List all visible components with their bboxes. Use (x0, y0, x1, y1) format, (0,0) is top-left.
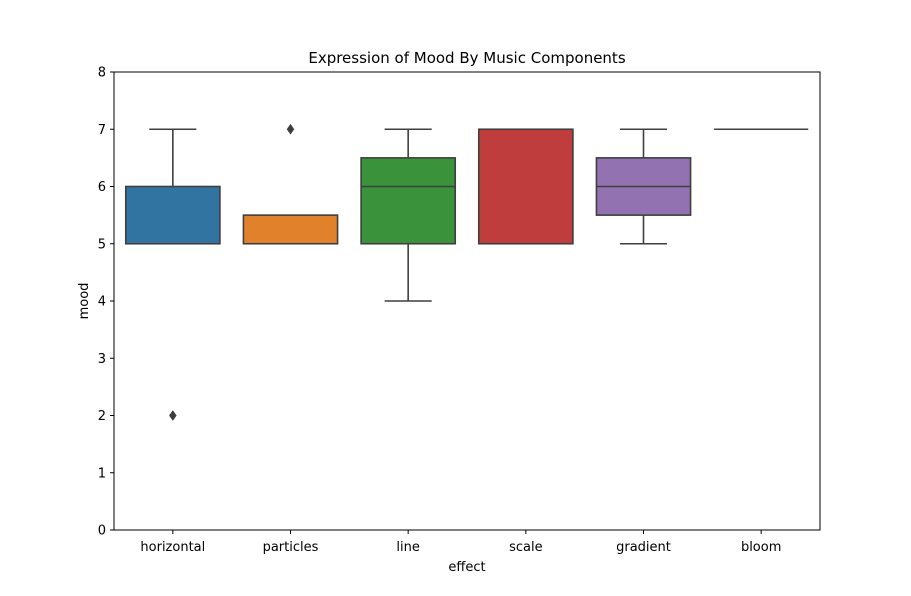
x-tick-label-scale: scale (509, 540, 543, 555)
y-tick-label: 6 (98, 180, 106, 195)
box-group-line (360, 128, 457, 302)
y-tick-label: 0 (98, 524, 106, 539)
y-axis-label: mood (77, 283, 92, 320)
x-tick-label-particles: particles (263, 540, 319, 555)
x-tick-label-bloom: bloom (741, 540, 781, 555)
y-tick-label: 3 (98, 352, 106, 367)
box-group-scale (477, 128, 574, 245)
y-tick-label: 7 (98, 123, 106, 138)
y-tick-label: 4 (98, 295, 106, 310)
box-body (360, 157, 457, 245)
outlier-point (286, 123, 295, 135)
box-body (477, 128, 574, 245)
x-tick-label-gradient: gradient (616, 540, 671, 555)
y-axis: 0 1 2 3 4 5 6 7 8 (98, 66, 114, 539)
plot-area (124, 123, 809, 421)
chart-title: Expression of Mood By Music Components (308, 49, 625, 67)
outlier-point (169, 410, 177, 421)
y-tick-label: 5 (98, 237, 106, 252)
box-body (124, 185, 221, 245)
box-group-gradient (595, 128, 692, 245)
x-axis-label: effect (448, 560, 485, 575)
y-tick-label: 8 (98, 66, 106, 81)
box-body (242, 214, 339, 245)
axes-frame (113, 71, 821, 531)
y-tick-label: 1 (98, 466, 106, 481)
x-tick-label-line: line (396, 540, 419, 555)
x-tick-label-horizontal: horizontal (140, 540, 205, 555)
y-tick-label: 2 (98, 409, 106, 424)
box-group-particles (242, 123, 339, 245)
box-group-horizontal (124, 128, 221, 421)
x-axis: horizontal particles line scale gradient bloo… (140, 530, 781, 555)
